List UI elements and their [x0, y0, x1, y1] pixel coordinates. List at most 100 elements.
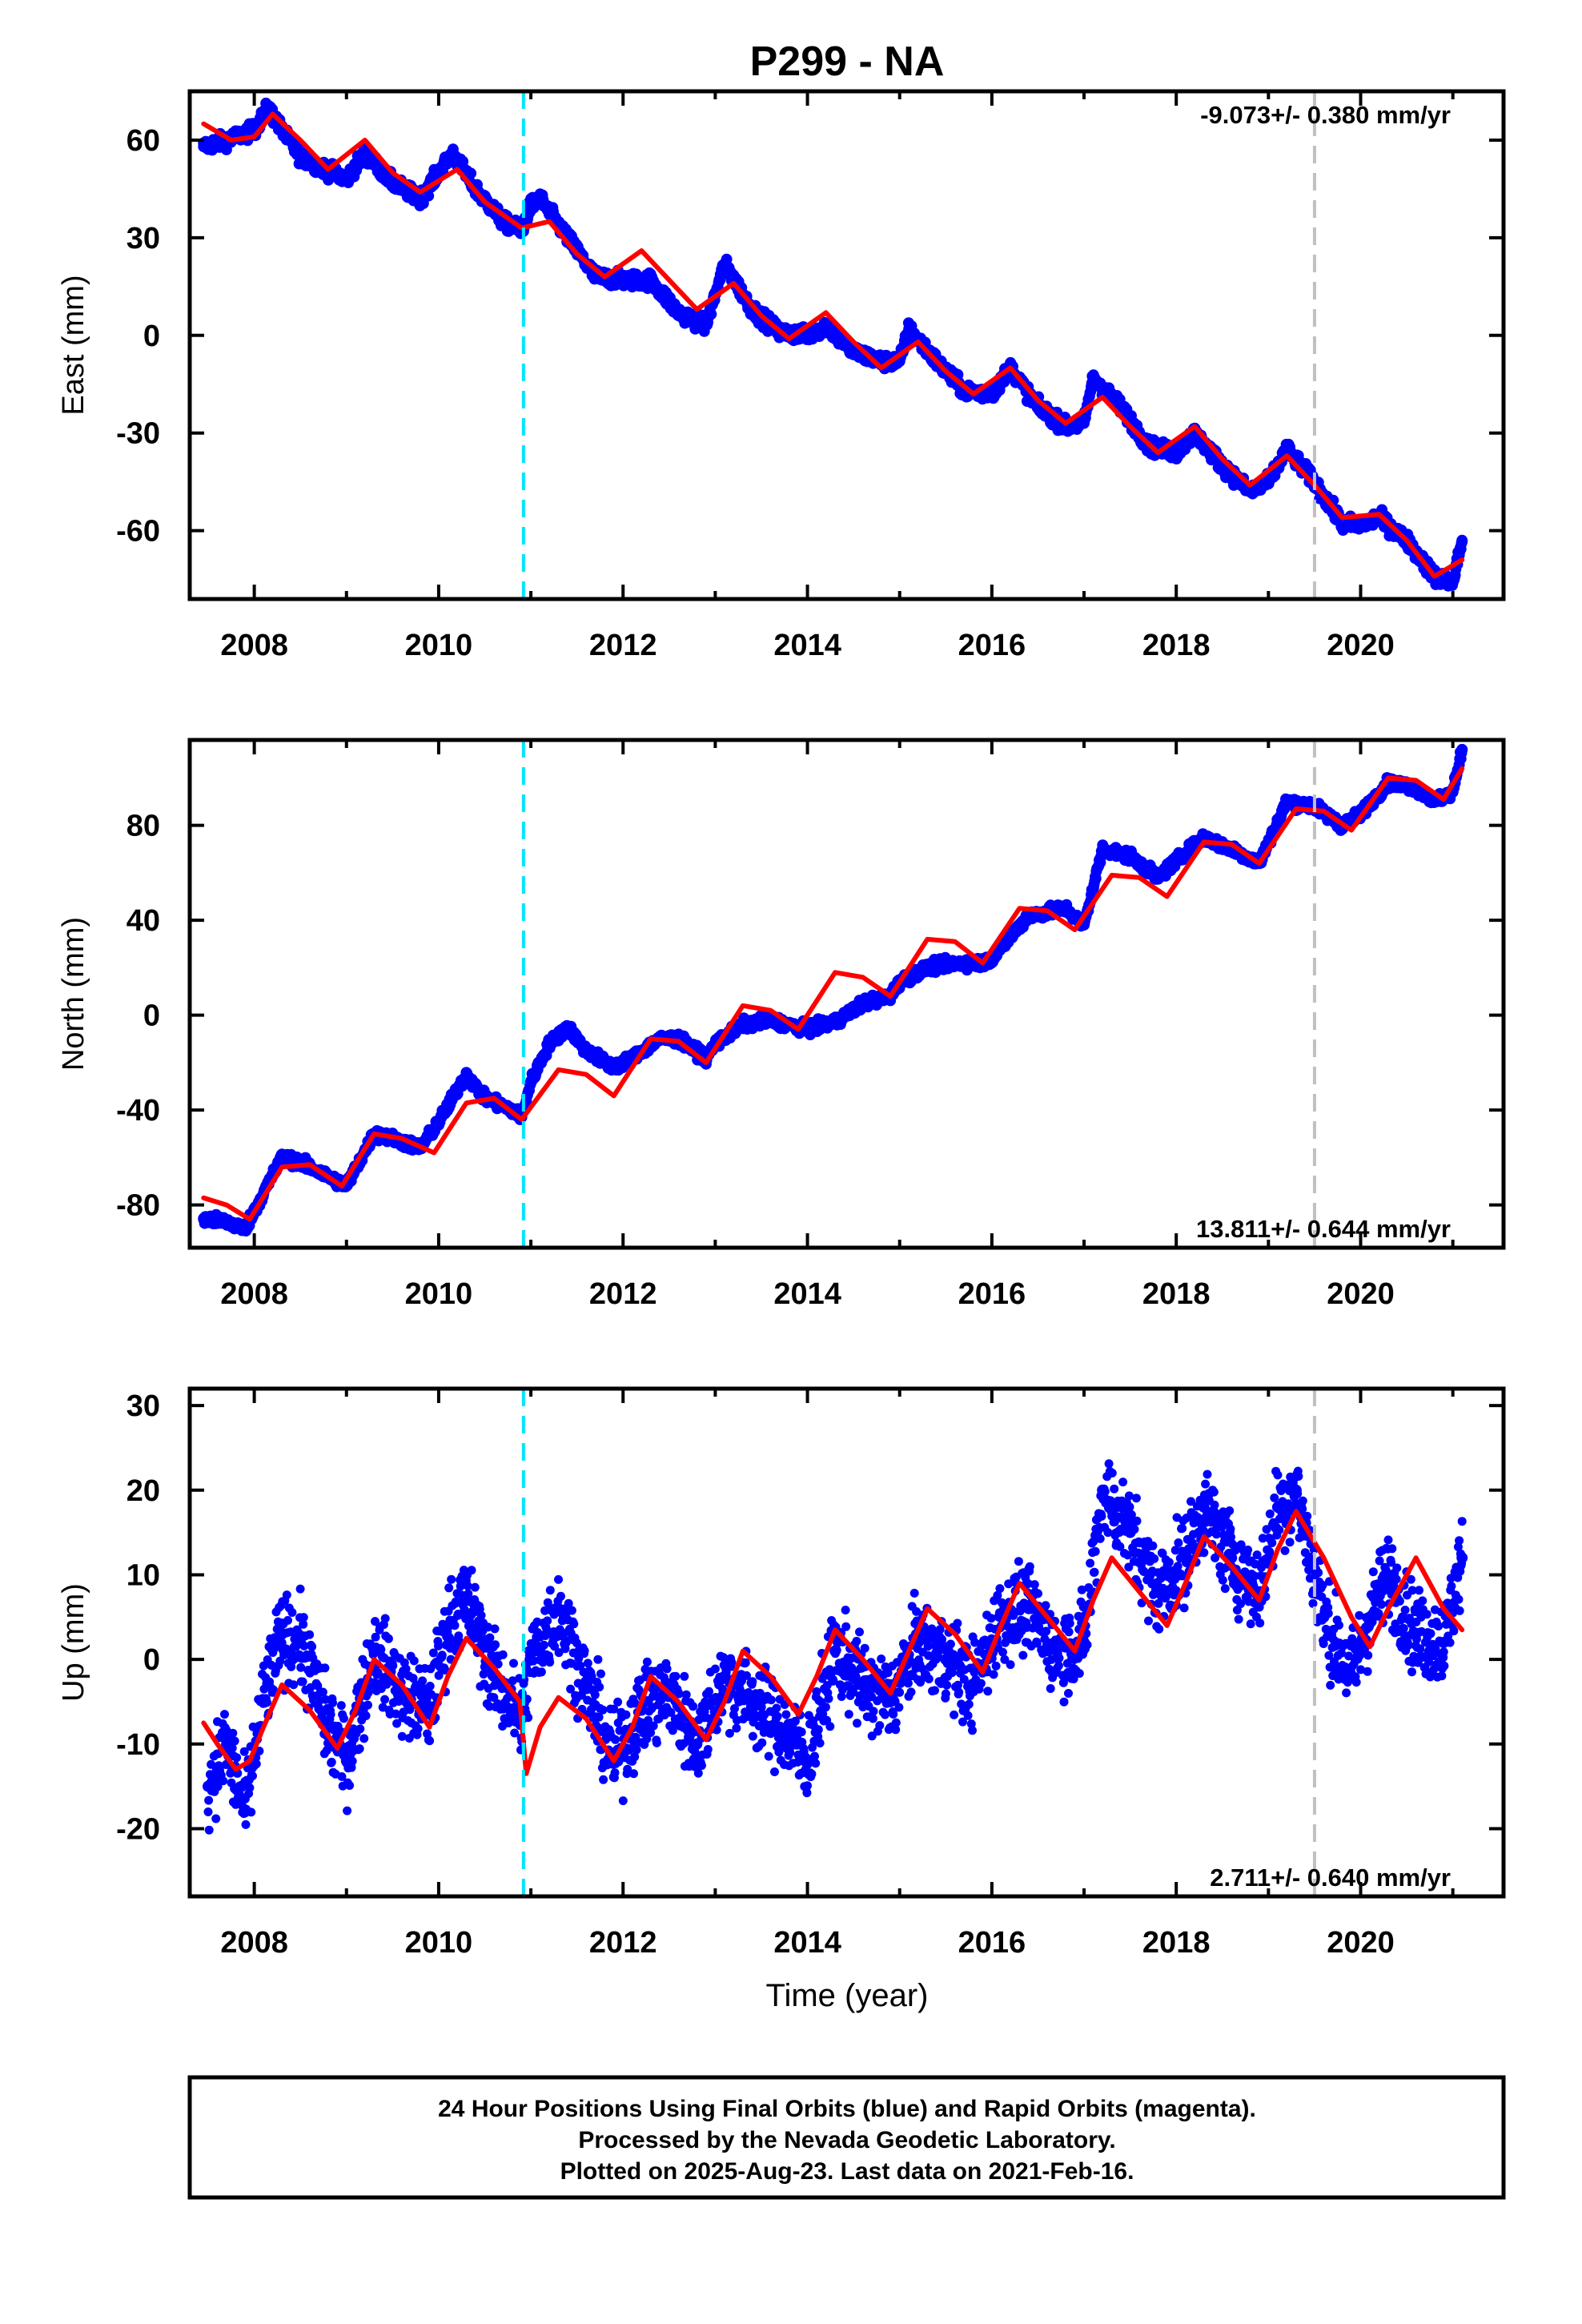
north-data-point — [580, 1045, 592, 1057]
north-data-point — [801, 1023, 813, 1035]
north-data-point — [921, 962, 934, 974]
up-daily-point — [282, 1590, 291, 1600]
up-daily-point — [296, 1663, 306, 1672]
east-observation-cloud — [198, 97, 1468, 592]
east-data-point — [198, 141, 210, 153]
east-data-point — [718, 258, 730, 270]
east-data-point — [1087, 372, 1099, 384]
east-data-point — [617, 274, 629, 286]
up-daily-point — [299, 1613, 308, 1622]
north-data-point — [857, 997, 869, 1009]
east-y-tick-label: 0 — [143, 320, 160, 353]
up-daily-point — [204, 1795, 214, 1805]
north-x-tick-label: 2012 — [589, 1277, 657, 1311]
north-data-point — [276, 1152, 288, 1164]
east-data-point — [534, 193, 546, 205]
north-data-point — [1097, 843, 1109, 855]
east-y-tick-label: 60 — [126, 124, 160, 158]
chart-title: P299 - NA — [750, 38, 945, 85]
east-data-point — [1244, 485, 1256, 497]
up-daily-point — [203, 1807, 213, 1816]
up-daily-point — [363, 1688, 373, 1698]
east-data-point — [1078, 417, 1090, 429]
north-y-tick-label: 80 — [126, 810, 160, 843]
east-plot-frame — [187, 89, 1506, 601]
up-daily-point — [289, 1680, 299, 1690]
north-data-point — [1170, 855, 1182, 867]
east-data-point — [525, 199, 537, 211]
north-data-point — [1456, 743, 1468, 755]
up-daily-point — [245, 1783, 255, 1792]
north-data-point — [460, 1068, 472, 1080]
east-data-point — [820, 320, 832, 332]
north-y-tick-label: -40 — [116, 1094, 160, 1128]
east-rate-label: -9.073+/- 0.380 mm/yr — [1200, 101, 1451, 129]
north-data-point — [1152, 871, 1164, 883]
up-daily-point — [299, 1619, 308, 1629]
east-x-tick-label: 2014 — [773, 629, 841, 662]
north-data-point — [1060, 903, 1071, 915]
up-daily-point — [371, 1632, 380, 1642]
east-data-point — [1336, 518, 1348, 530]
up-daily-point — [230, 1736, 239, 1746]
north-data-point — [608, 1061, 620, 1073]
up-daily-point — [322, 1746, 331, 1755]
east-data-point — [295, 151, 307, 163]
east-data-point — [1456, 534, 1468, 546]
north-axis-ticks — [190, 740, 1504, 1248]
east-x-tick-label: 2012 — [589, 629, 657, 662]
north-x-tick-label: 2014 — [773, 1277, 841, 1311]
north-data-point — [1124, 850, 1136, 862]
up-daily-point — [305, 1630, 315, 1639]
up-daily-point — [251, 1759, 261, 1769]
north-plot-frame — [187, 738, 1506, 1250]
east-x-tick-label: 2020 — [1327, 629, 1395, 662]
north-data-point — [829, 1016, 841, 1028]
up-daily-point — [328, 1698, 337, 1707]
up-daily-point — [287, 1608, 297, 1617]
up-daily-point — [239, 1747, 249, 1756]
north-data-point — [544, 1038, 556, 1050]
up-daily-point — [321, 1695, 330, 1704]
north-panel: North (mm) 13.811+/- 0.644 mm/yr 80 40 0… — [57, 738, 1506, 1311]
east-data-point — [1115, 401, 1127, 413]
north-data-point — [221, 1216, 233, 1228]
east-data-point — [1355, 518, 1367, 530]
up-daily-point — [320, 1663, 330, 1673]
north-data-point — [1281, 796, 1293, 807]
east-data-point — [414, 193, 426, 205]
north-data-point — [949, 957, 961, 969]
up-daily-point — [326, 1710, 335, 1719]
north-x-tick-label: 2016 — [958, 1277, 1026, 1311]
up-daily-point — [298, 1677, 307, 1687]
up-daily-point — [277, 1638, 287, 1647]
up-daily-point — [232, 1753, 242, 1763]
east-data-point — [801, 329, 813, 341]
east-daily-point — [705, 308, 717, 320]
east-data-point — [340, 173, 352, 185]
east-data-point — [1447, 577, 1459, 589]
up-daily-point — [283, 1615, 292, 1625]
north-x-tick-label: 2008 — [220, 1277, 288, 1311]
east-data-point — [1170, 447, 1182, 459]
up-daily-point — [219, 1776, 228, 1786]
north-observation-cloud — [198, 744, 1468, 1237]
up-daily-point — [359, 1734, 369, 1743]
north-model-fit-line — [201, 766, 1465, 1222]
east-data-point — [359, 147, 371, 159]
east-data-point — [1263, 476, 1275, 488]
north-data-point — [239, 1223, 251, 1235]
up-daily-point — [241, 1819, 251, 1829]
east-x-tick-label: 2008 — [220, 629, 288, 662]
up-daily-point — [327, 1757, 336, 1767]
up-daily-point — [361, 1711, 371, 1720]
up-daily-point — [336, 1701, 346, 1711]
up-daily-point — [345, 1781, 355, 1790]
east-y-tick-label: 30 — [126, 222, 160, 255]
up-daily-point — [355, 1744, 364, 1754]
east-x-tick-label: 2010 — [405, 629, 473, 662]
up-daily-point — [339, 1714, 348, 1723]
up-daily-point — [295, 1584, 305, 1594]
north-data-point — [765, 1014, 777, 1026]
east-x-tick-label: 2018 — [1142, 629, 1211, 662]
